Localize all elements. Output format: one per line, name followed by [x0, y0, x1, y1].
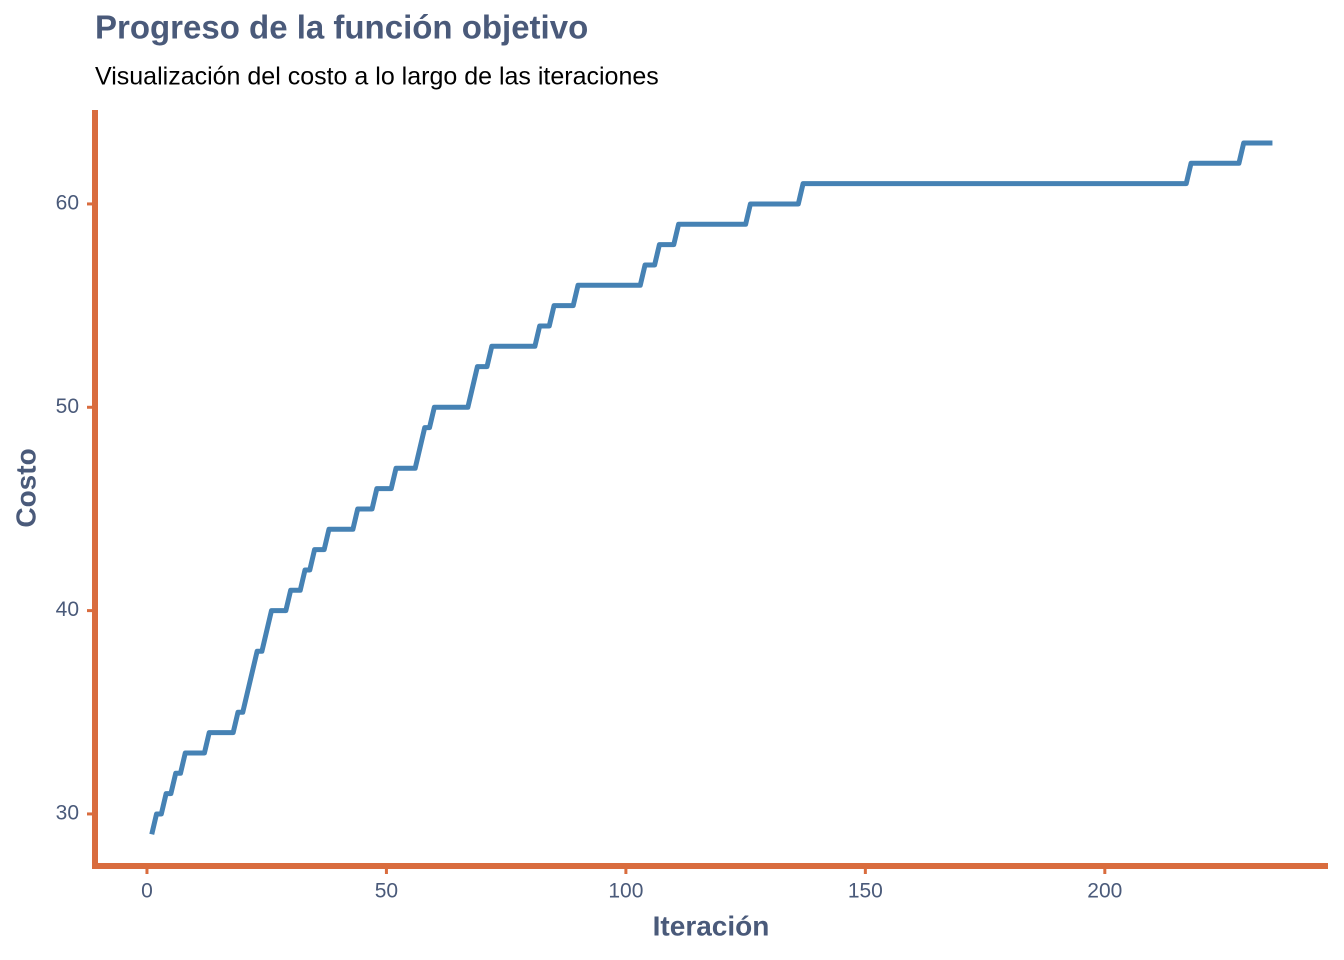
chart-title: Progreso de la función objetivo [95, 9, 588, 46]
chart-subtitle: Visualización del costo a lo largo de la… [95, 63, 659, 91]
data-line [149, 140, 1273, 835]
x-tick-label: 0 [141, 880, 153, 903]
y-tick-label: 30 [56, 801, 79, 824]
x-tick-label: 200 [1087, 880, 1122, 903]
y-axis-title: Costo [10, 448, 41, 527]
x-tick-label: 100 [608, 880, 643, 903]
y-tick-label: 50 [56, 395, 79, 418]
x-tick-label: 150 [848, 880, 883, 903]
y-tick-label: 60 [56, 191, 79, 214]
x-axis-title: Iteración [653, 910, 770, 941]
y-tick-label: 40 [56, 598, 79, 621]
x-tick-label: 50 [375, 880, 398, 903]
